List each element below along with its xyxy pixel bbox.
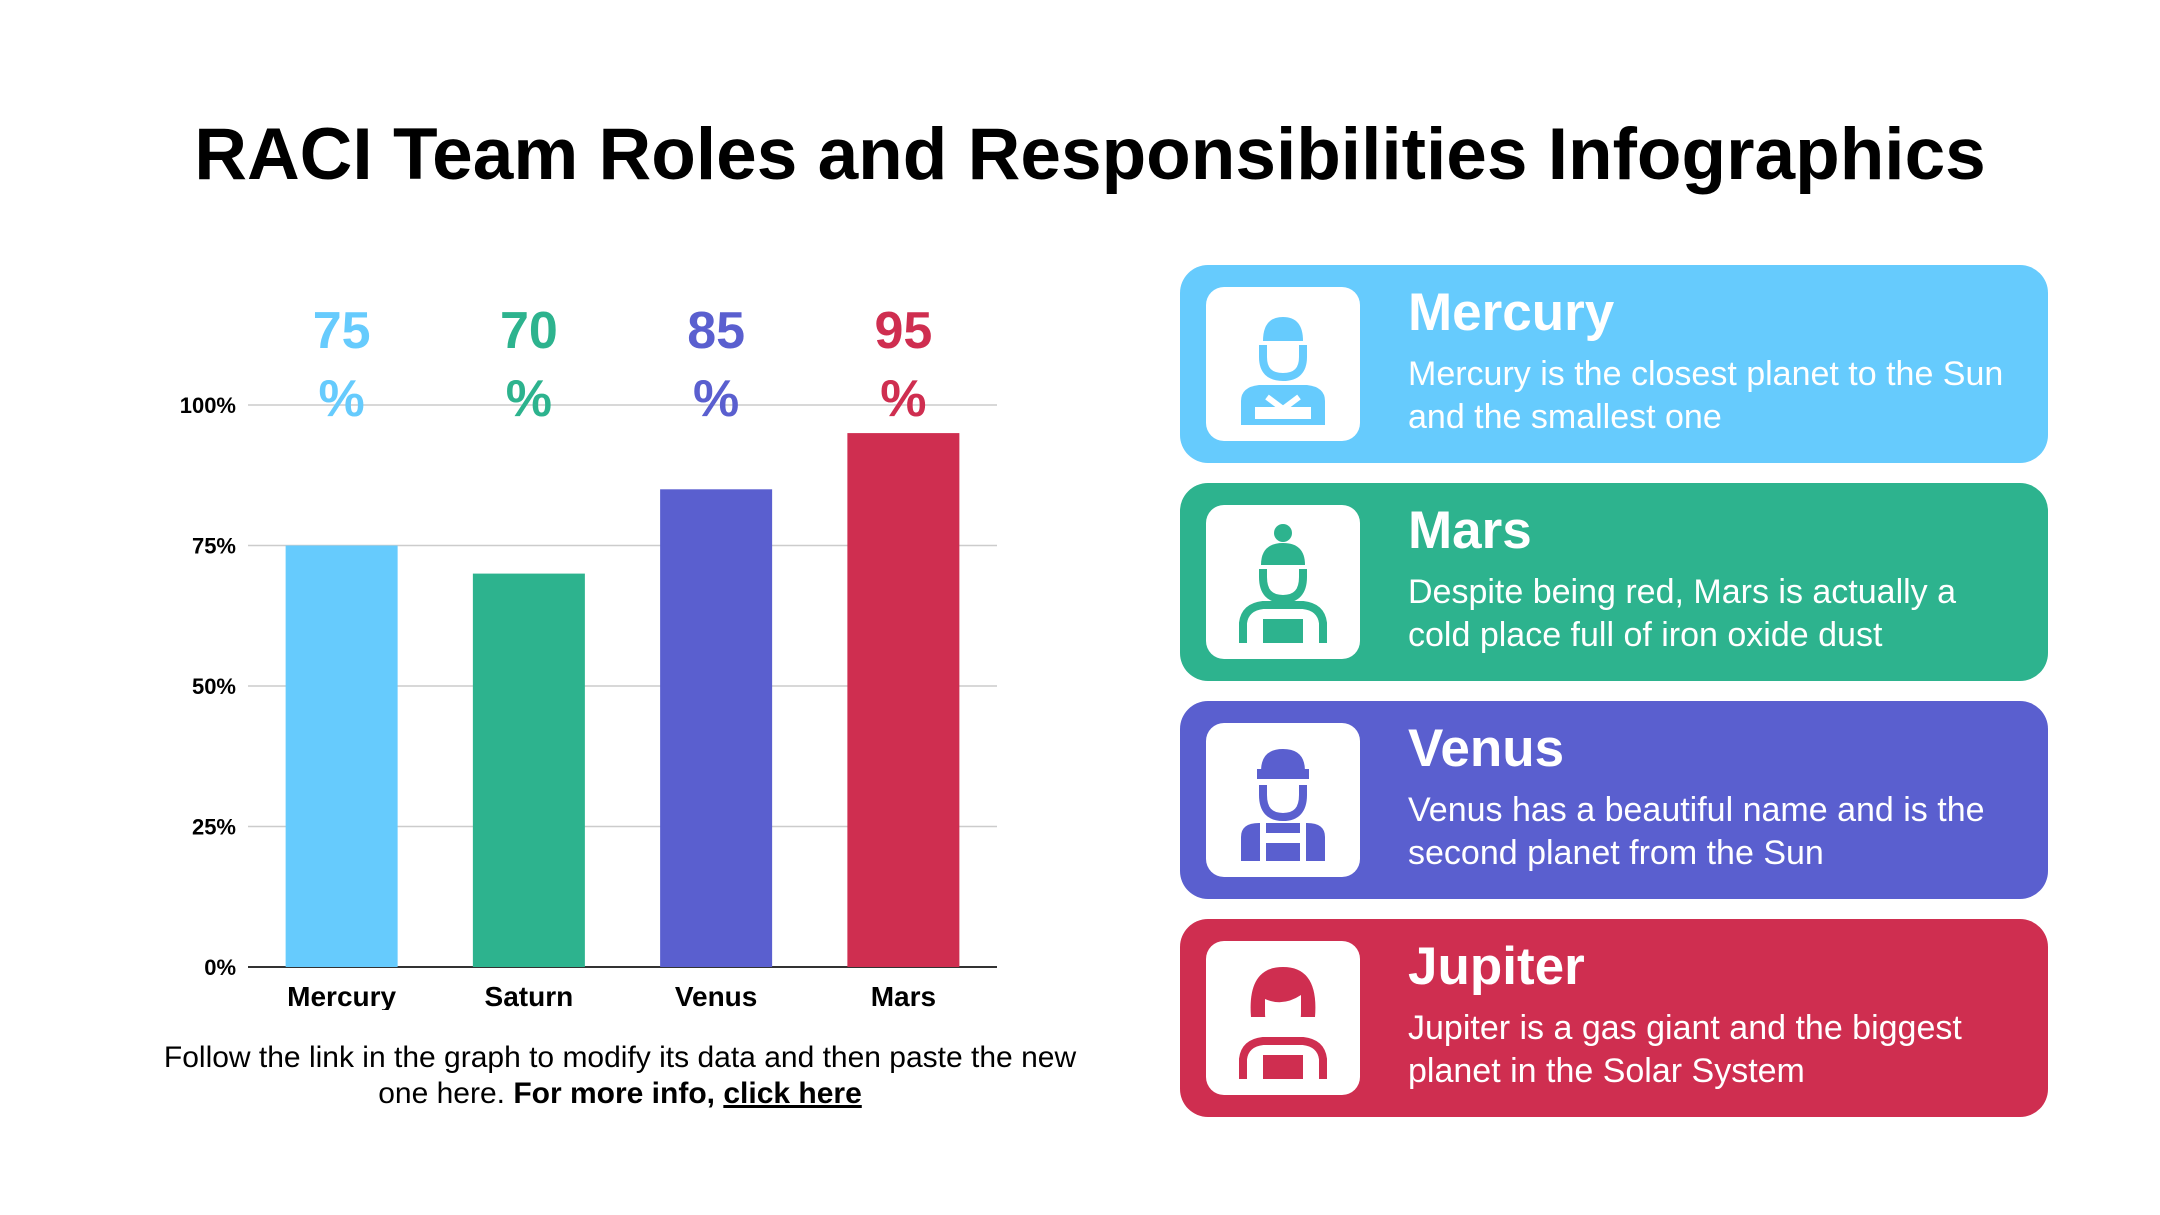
- bar-chart: 0% 25% 50% 75% 100% Mercury 75% Saturn 70% Venus 8…: [180, 302, 997, 1010]
- card-icon-box: [1206, 941, 1360, 1095]
- card-description: Jupiter is a gas giant and the biggest p…: [1408, 1009, 1962, 1090]
- data-label: 85: [687, 302, 745, 360]
- woman-bun-icon: [1239, 524, 1327, 643]
- x-tick-label: Saturn: [485, 981, 574, 1010]
- card-jupiter: Jupiter Jupiter is a gas giant and the b…: [1180, 919, 2048, 1117]
- data-label-unit: %: [319, 370, 365, 428]
- bar: [660, 489, 773, 967]
- footnote-bold: For more info,: [513, 1077, 715, 1110]
- data-label-unit: %: [506, 370, 552, 428]
- bar: [847, 433, 960, 968]
- page-title: RACI Team Roles and Responsibilities Inf…: [194, 114, 1986, 195]
- bar: [472, 573, 585, 967]
- data-label: 75: [313, 302, 371, 360]
- data-label: 95: [874, 302, 932, 360]
- card-title: Venus: [1408, 719, 1565, 778]
- data-label: 70: [500, 302, 558, 360]
- woman-icon: [1239, 967, 1327, 1079]
- card-title: Jupiter: [1408, 937, 1585, 996]
- footnote-text: Follow the link in the graph to modify i…: [163, 1041, 1077, 1110]
- y-tick-label: 50%: [192, 674, 236, 699]
- card-venus: Venus Venus has a beautiful name and is …: [1180, 701, 2048, 899]
- card-description: Venus has a beautiful name and is the se…: [1408, 791, 1985, 872]
- worker-icon: [1241, 317, 1325, 425]
- card-title: Mercury: [1408, 283, 1615, 342]
- data-label-unit: %: [693, 370, 739, 428]
- card-mercury: Mercury Mercury is the closest planet to…: [1180, 265, 2048, 463]
- x-tick-label: Venus: [675, 981, 757, 1010]
- click-here-link[interactable]: click here: [723, 1077, 862, 1110]
- card-icon-box: [1206, 287, 1360, 441]
- y-tick-label: 100%: [180, 393, 236, 418]
- y-tick-label: 75%: [192, 534, 236, 559]
- card-description: Mercury is the closest planet to the Sun…: [1408, 355, 2004, 436]
- bar: [285, 545, 398, 967]
- card-description: Despite being red, Mars is actually a co…: [1408, 573, 1957, 654]
- card-icon-box: [1206, 723, 1360, 877]
- card-icon-box: [1206, 505, 1360, 659]
- data-label-unit: %: [880, 370, 926, 428]
- footnote: Follow the link in the graph to modify i…: [160, 1040, 1080, 1112]
- y-tick-label: 0%: [204, 955, 236, 980]
- x-tick-label: Mercury: [287, 981, 396, 1010]
- x-tick-label: Mars: [871, 981, 936, 1010]
- y-tick-label: 25%: [192, 815, 236, 840]
- cap-worker-icon: [1241, 749, 1325, 861]
- card-mars: Mars Despite being red, Mars is actually…: [1180, 483, 2048, 681]
- card-title: Mars: [1408, 501, 1532, 560]
